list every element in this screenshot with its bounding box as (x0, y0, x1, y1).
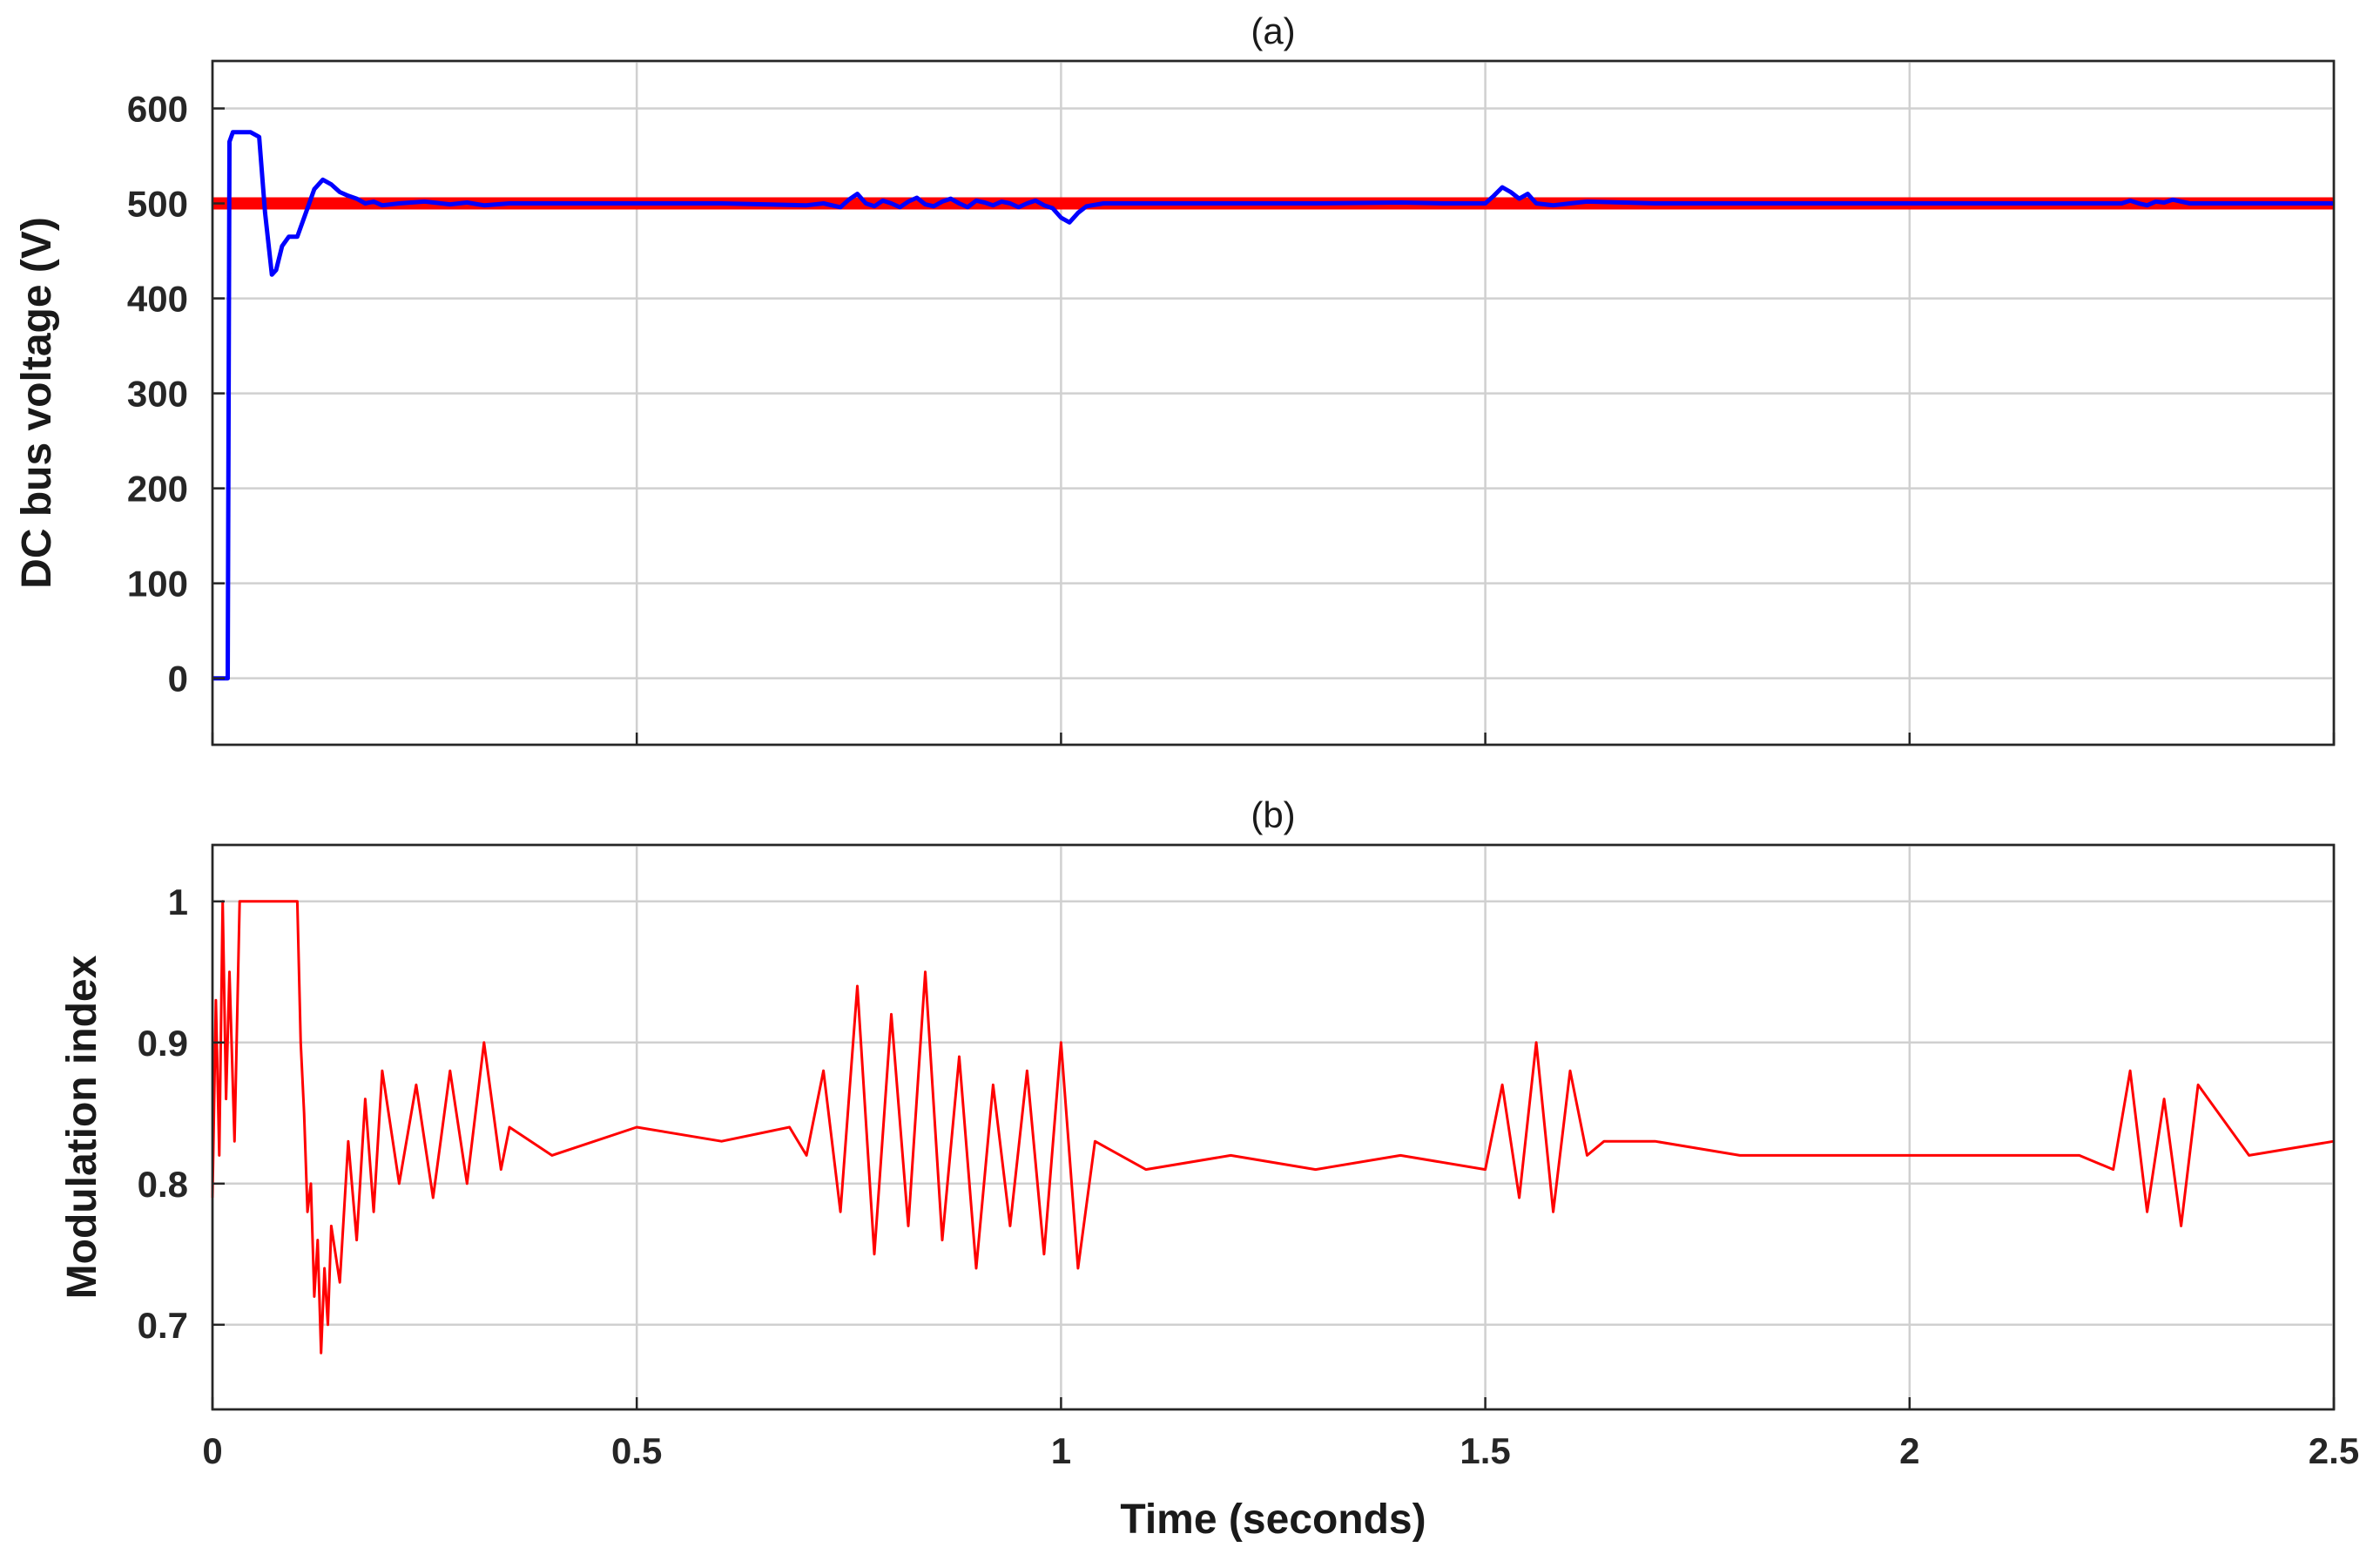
y-tick-label: 200 (127, 469, 188, 510)
y-axis-label: DC bus voltage (V) (14, 217, 60, 589)
x-tick-label: 1.5 (1460, 1430, 1510, 1471)
x-tick-label: 2.5 (2309, 1430, 2359, 1471)
y-tick-label: 0.7 (138, 1305, 188, 1346)
series-line-1 (212, 130, 2334, 681)
x-axis-label: Time (seconds) (1120, 1497, 1426, 1543)
chart-title: (a) (1251, 10, 1295, 51)
y-tick-label: 400 (127, 279, 188, 320)
plot-frame (211, 59, 2336, 747)
panel-a: 0 100 200 300 400 500 600 (a) DC bus voltage (V) (14, 10, 2336, 747)
plot-frame (211, 843, 2336, 1411)
x-tick-label: 2 (1899, 1430, 1919, 1471)
y-tick-label: 300 (127, 374, 188, 415)
panel-b: 0.7 0.8 0.9 1 0 0.5 1 1.5 2 2.5 (b) Modulation inde… (59, 794, 2359, 1543)
x-tick-label: 0.5 (611, 1430, 662, 1471)
y-tick-label: 0 (168, 659, 188, 699)
y-axis-label: Modulation index (59, 955, 105, 1299)
plot-area (211, 59, 2336, 747)
y-tick-label: 100 (127, 564, 188, 605)
y-tick-label: 0.8 (138, 1164, 188, 1205)
series-line-0 (211, 900, 2335, 1355)
y-tick-label: 0.9 (138, 1023, 188, 1064)
x-tick-label: 0 (202, 1430, 222, 1471)
y-tick-label: 600 (127, 89, 188, 130)
x-tick-label: 1 (1051, 1430, 1071, 1471)
plot-area (211, 843, 2336, 1411)
chart-title: (b) (1251, 794, 1295, 835)
y-tick-label: 500 (127, 184, 188, 225)
y-tick-label: 1 (168, 882, 188, 922)
